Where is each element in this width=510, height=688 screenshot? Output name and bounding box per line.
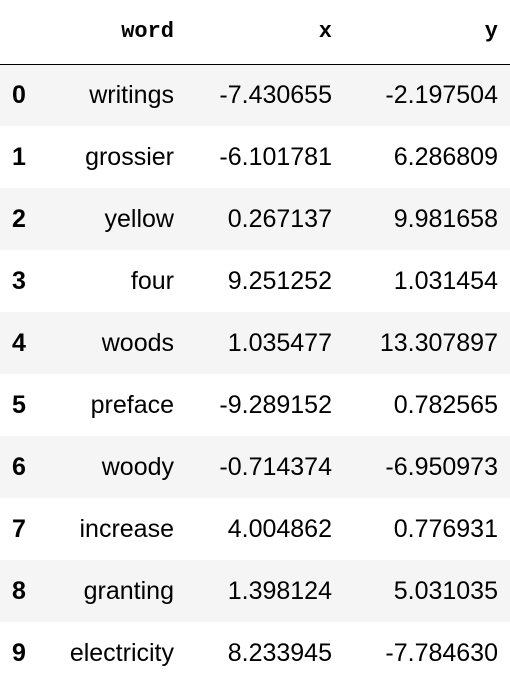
- cell-word: writings: [89, 80, 174, 109]
- table-row: 2 yellow 0.267137 9.981658: [0, 188, 510, 250]
- cell-x: 8.233945: [227, 638, 332, 667]
- cell-x: -0.714374: [219, 452, 332, 481]
- row-index: 3: [12, 266, 26, 295]
- cell-y: -6.950973: [385, 452, 498, 481]
- cell-word: grossier: [85, 142, 174, 171]
- row-index: 8: [12, 576, 26, 605]
- table-row: 3 four 9.251252 1.031454: [0, 250, 510, 312]
- row-index: 1: [12, 142, 26, 171]
- row-index: 9: [12, 638, 26, 667]
- cell-y: 9.981658: [393, 204, 498, 233]
- cell-word: preface: [90, 390, 174, 419]
- cell-word: woods: [101, 328, 174, 357]
- cell-x: 1.035477: [227, 328, 332, 357]
- row-index: 6: [12, 452, 26, 481]
- cell-x: -6.101781: [219, 142, 332, 171]
- cell-word: increase: [79, 514, 175, 543]
- cell-x: -7.430655: [219, 80, 332, 109]
- row-index: 0: [12, 80, 26, 109]
- row-index: 2: [12, 204, 26, 233]
- row-index: 7: [12, 514, 26, 543]
- header-index: [0, 0, 46, 65]
- cell-y: -2.197504: [385, 80, 498, 109]
- cell-word: yellow: [104, 204, 174, 233]
- table-row: 6 woody -0.714374 -6.950973: [0, 436, 510, 498]
- header-word: word: [46, 0, 186, 65]
- table-row: 4 woods 1.035477 13.307897: [0, 312, 510, 374]
- cell-x: 4.004862: [227, 514, 332, 543]
- cell-y: 5.031035: [393, 576, 498, 605]
- row-index: 5: [12, 390, 26, 419]
- cell-x: -9.289152: [219, 390, 332, 419]
- table-header: word x y: [0, 0, 510, 65]
- table-row: 1 grossier -6.101781 6.286809: [0, 126, 510, 188]
- header-row: word x y: [0, 0, 510, 65]
- table-row: 7 increase 4.004862 0.776931: [0, 498, 510, 560]
- table-row: 9 electricity 8.233945 -7.784630: [0, 622, 510, 684]
- cell-y: -7.784630: [385, 638, 498, 667]
- table-body: 0 writings -7.430655 -2.197504 1 grossie…: [0, 64, 510, 684]
- row-index: 4: [12, 328, 26, 357]
- cell-word: electricity: [69, 638, 174, 667]
- header-x: x: [186, 0, 344, 65]
- cell-x: 9.251252: [227, 266, 332, 295]
- table-row: 8 granting 1.398124 5.031035: [0, 560, 510, 622]
- cell-word: woody: [101, 452, 174, 481]
- table-row: 0 writings -7.430655 -2.197504: [0, 64, 510, 126]
- cell-word: four: [130, 266, 174, 295]
- cell-y: 6.286809: [393, 142, 498, 171]
- table-row: 5 preface -9.289152 0.782565: [0, 374, 510, 436]
- cell-x: 0.267137: [227, 204, 332, 233]
- cell-y: 0.776931: [393, 514, 498, 543]
- cell-y: 0.782565: [393, 390, 498, 419]
- cell-word: granting: [83, 576, 174, 605]
- cell-y: 1.031454: [393, 266, 498, 295]
- cell-x: 1.398124: [227, 576, 332, 605]
- cell-y: 13.307897: [379, 328, 498, 357]
- header-y: y: [344, 0, 510, 65]
